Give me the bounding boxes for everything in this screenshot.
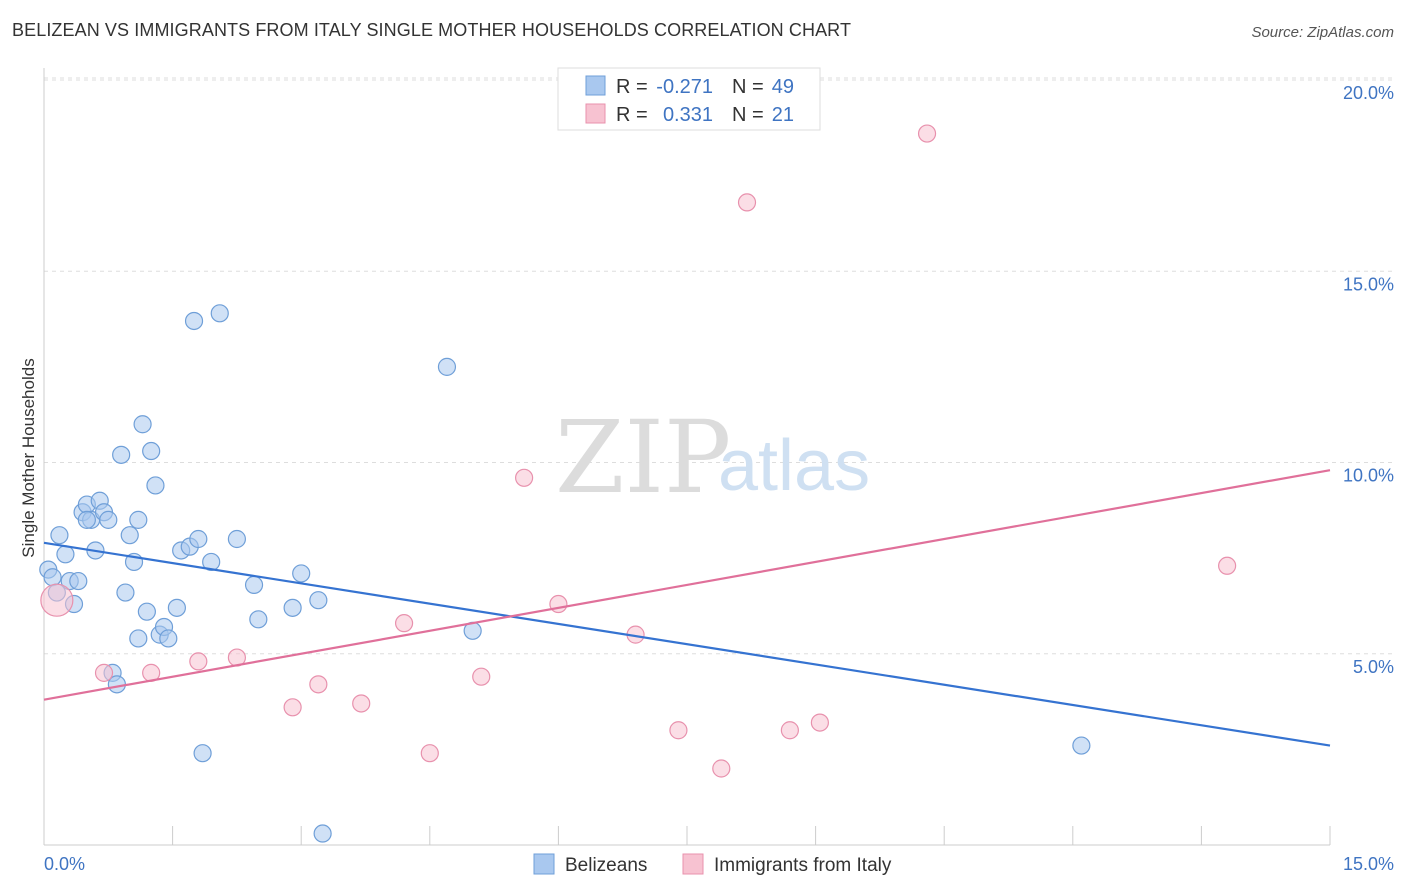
data-point-belizean bbox=[142, 441, 161, 461]
data-point-belizean bbox=[120, 526, 139, 545]
x-tick-label-max: 15.0% bbox=[1343, 854, 1394, 874]
data-point-belizean bbox=[43, 568, 62, 587]
legend-n-label-belizean: N = bbox=[732, 76, 764, 98]
correlation-legend: R = -0.271 N = 49 R = 0.331 N = 21 bbox=[557, 67, 821, 131]
data-point-belizean bbox=[99, 510, 118, 529]
data-point-belizean bbox=[189, 529, 208, 549]
data-point-belizean bbox=[146, 476, 165, 495]
legend-swatch-italy bbox=[585, 103, 606, 124]
y-axis-label: Single Mother Households bbox=[19, 358, 38, 557]
data-point-belizean bbox=[112, 445, 131, 464]
data-point-italy bbox=[669, 721, 688, 740]
trend-lines bbox=[43, 469, 1331, 747]
data-point-belizean bbox=[159, 629, 178, 648]
legend-r-value-belizean: -0.271 bbox=[656, 76, 713, 98]
data-point-belizean bbox=[167, 598, 186, 617]
data-point-belizean bbox=[193, 744, 212, 763]
legend-n-value-belizean: 49 bbox=[772, 76, 794, 98]
data-point-belizean bbox=[283, 598, 302, 617]
y-tick-label: 10.0% bbox=[1343, 466, 1394, 486]
y-tick-label: 5.0% bbox=[1353, 657, 1394, 677]
bottom-legend-swatch-italy bbox=[682, 853, 704, 875]
data-point-belizean bbox=[210, 304, 229, 323]
data-point-italy bbox=[283, 698, 302, 717]
watermark-zip: ZIP bbox=[555, 399, 731, 516]
watermark-atlas: atlas bbox=[718, 426, 870, 506]
data-point-belizean bbox=[227, 529, 246, 549]
data-point-belizean bbox=[69, 571, 88, 591]
data-point-italy bbox=[712, 759, 731, 778]
data-point-italy bbox=[394, 614, 414, 633]
legend-r-label-italy: R = bbox=[616, 104, 648, 126]
data-point-italy bbox=[917, 124, 937, 143]
watermark: ZIP atlas bbox=[555, 399, 870, 516]
y-tick-label: 15.0% bbox=[1343, 274, 1394, 294]
data-point-italy bbox=[737, 193, 757, 212]
bottom-legend-label-belizean: Belizeans bbox=[565, 855, 647, 876]
data-point-italy bbox=[472, 667, 491, 686]
y-tick-labels: 5.0% 10.0% 15.0% 20.0% bbox=[1343, 83, 1394, 677]
axes bbox=[43, 68, 1331, 846]
data-point-belizean bbox=[116, 583, 135, 602]
legend-r-value-italy: 0.331 bbox=[663, 104, 713, 126]
data-point-italy bbox=[40, 583, 74, 617]
data-point-belizean bbox=[56, 545, 75, 564]
data-point-belizean bbox=[313, 824, 332, 843]
italy-points bbox=[40, 124, 1237, 778]
legend-r-label-belizean: R = bbox=[616, 76, 648, 98]
data-point-italy bbox=[780, 721, 799, 740]
data-point-italy bbox=[515, 468, 534, 487]
data-point-belizean bbox=[244, 575, 264, 595]
legend-swatch-belizean bbox=[585, 75, 606, 96]
data-point-belizean bbox=[129, 629, 148, 648]
data-point-italy bbox=[309, 675, 328, 694]
y-tick-label: 20.0% bbox=[1343, 83, 1394, 103]
data-point-belizean bbox=[133, 415, 152, 434]
data-point-belizean bbox=[1072, 736, 1091, 755]
x-tick-labels: 0.0% 15.0% bbox=[44, 854, 1394, 874]
legend-n-value-italy: 21 bbox=[772, 104, 794, 126]
data-point-belizean bbox=[292, 564, 311, 583]
series-legend: Belizeans Immigrants from Italy bbox=[533, 853, 892, 876]
data-point-belizean bbox=[77, 510, 96, 529]
data-point-italy bbox=[94, 663, 114, 682]
data-point-italy bbox=[810, 713, 829, 732]
x-tick-label-min: 0.0% bbox=[44, 854, 85, 874]
data-point-belizean bbox=[249, 610, 268, 629]
data-point-belizean bbox=[137, 602, 156, 621]
grid-lines bbox=[44, 77, 1394, 655]
bottom-legend-label-italy: Immigrants from Italy bbox=[714, 855, 892, 876]
data-point-italy bbox=[420, 744, 439, 763]
trend-line-belizean bbox=[43, 541, 1331, 747]
data-point-belizean bbox=[437, 357, 457, 376]
legend-n-label-italy: N = bbox=[732, 104, 764, 126]
bottom-legend-swatch-belizean bbox=[533, 853, 555, 875]
trend-line-italy bbox=[43, 469, 1331, 701]
data-point-belizean bbox=[184, 311, 204, 331]
chart-title: BELIZEAN VS IMMIGRANTS FROM ITALY SINGLE… bbox=[12, 20, 852, 40]
data-point-belizean bbox=[309, 591, 328, 610]
data-point-italy bbox=[189, 652, 208, 671]
data-point-belizean bbox=[202, 552, 221, 572]
source-label: Source: ZipAtlas.com bbox=[1251, 24, 1394, 41]
data-point-italy bbox=[352, 694, 371, 713]
data-point-italy bbox=[1218, 556, 1237, 575]
data-point-belizean bbox=[50, 526, 69, 545]
data-point-belizean bbox=[129, 510, 148, 529]
belizean-points bbox=[39, 304, 1091, 843]
